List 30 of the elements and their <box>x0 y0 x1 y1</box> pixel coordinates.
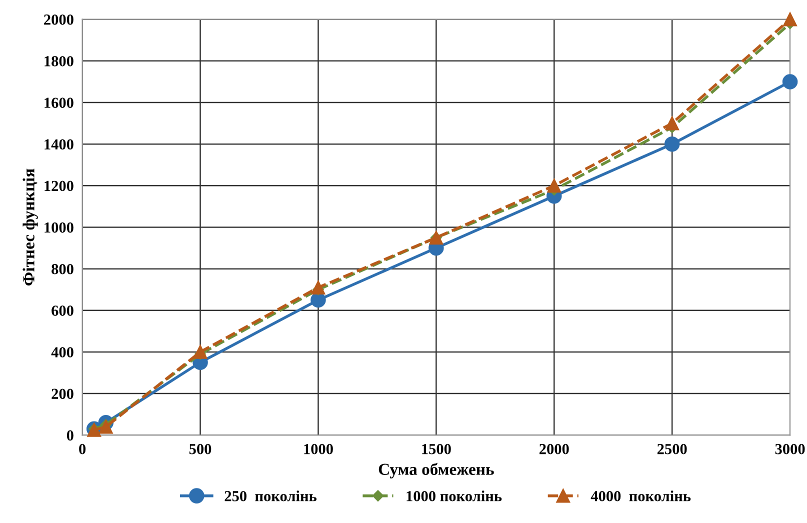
y-axis-title: Фітнес функція <box>22 168 38 286</box>
y-tick-label: 1600 <box>44 98 74 108</box>
y-tick-label: 1800 <box>44 56 74 66</box>
x-tick-label: 2500 <box>657 444 687 454</box>
y-tick-label: 1200 <box>44 180 74 192</box>
legend-label: 250 поколінь <box>224 490 316 502</box>
x-axis-title: Сума обмежень <box>378 462 494 478</box>
y-tick-label: 200 <box>52 388 74 400</box>
y-tick-label: 2000 <box>44 14 74 25</box>
y-tick-label: 0 <box>66 430 74 441</box>
x-tick-label: 3000 <box>775 444 805 454</box>
x-tick-label: 2000 <box>540 444 569 454</box>
point <box>311 280 326 294</box>
x-tick-label: 500 <box>189 444 212 454</box>
x-tick-label: 1500 <box>422 444 451 454</box>
y-tick-label: 400 <box>51 347 74 358</box>
point <box>665 116 680 130</box>
point <box>783 12 797 26</box>
point <box>664 136 680 152</box>
y-tick-label: 800 <box>52 264 74 274</box>
point <box>193 345 208 359</box>
y-tick-label: 1400 <box>44 139 74 150</box>
y-tick-label: 600 <box>52 306 74 316</box>
x-tick-label: 1000 <box>304 444 333 454</box>
x-tick-label: 0 <box>79 444 86 454</box>
point <box>98 420 113 434</box>
legend-label: 4000 поколінь <box>590 490 691 502</box>
point <box>782 74 798 90</box>
legend-label: 1000 поколінь <box>406 490 502 502</box>
y-tick-label: 1000 <box>44 222 74 233</box>
